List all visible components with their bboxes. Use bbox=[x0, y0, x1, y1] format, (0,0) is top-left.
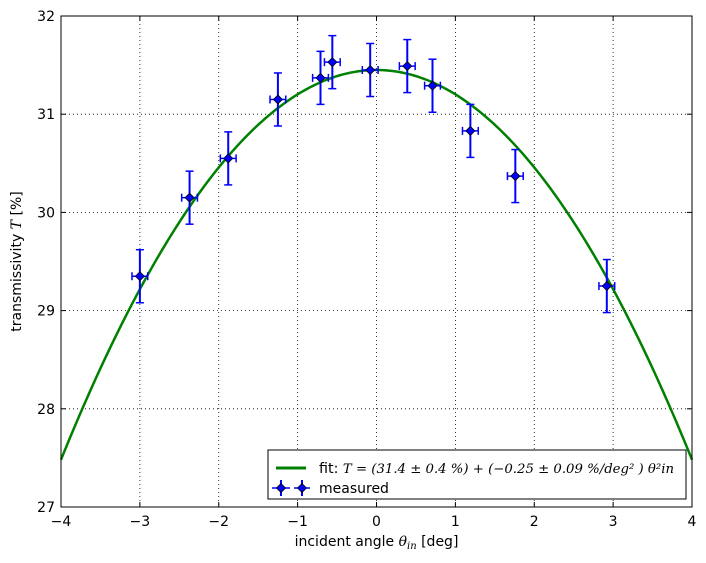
x-tick-label: −3 bbox=[130, 514, 151, 530]
y-tick-label: 32 bbox=[37, 9, 55, 25]
legend-fit-label: fit: T = (31.4 ± 0.4 %) + (−0.25 ± 0.09 … bbox=[319, 461, 674, 477]
x-tick-label: −1 bbox=[287, 514, 308, 530]
data-point-marker bbox=[272, 94, 283, 105]
data-point-marker bbox=[427, 80, 438, 91]
data-point-marker bbox=[223, 153, 234, 164]
x-tick-label: 2 bbox=[530, 514, 539, 530]
legend-measured-label: measured bbox=[319, 481, 389, 497]
y-tick-label: 28 bbox=[37, 402, 55, 418]
data-point-marker bbox=[327, 57, 338, 68]
y-tick-label: 31 bbox=[37, 107, 55, 123]
measured-point bbox=[506, 148, 524, 204]
x-tick-label: 1 bbox=[451, 514, 460, 530]
legend-box bbox=[267, 449, 687, 500]
legend-marker bbox=[296, 482, 308, 494]
measured-point bbox=[323, 34, 341, 90]
measured-point bbox=[423, 58, 442, 113]
x-tick-label: 3 bbox=[609, 514, 618, 530]
y-tick-label: 27 bbox=[37, 500, 55, 516]
measured-point bbox=[461, 103, 479, 159]
tick-labels: −4 −3 −2 −1 0 1 2 3 4 27 28 29 30 31 32 bbox=[37, 9, 696, 530]
measured-point bbox=[131, 248, 149, 304]
x-tick-label: −2 bbox=[208, 514, 229, 530]
legend-marker bbox=[275, 482, 287, 494]
measured-point bbox=[598, 258, 616, 314]
y-tick-label: 29 bbox=[37, 304, 55, 320]
data-point-marker bbox=[184, 192, 195, 203]
x-tick-label: 0 bbox=[372, 514, 381, 530]
x-axis-label: incident angle θin [deg] bbox=[295, 534, 459, 552]
data-point-marker bbox=[402, 61, 413, 72]
measured-point bbox=[219, 131, 237, 186]
data-point-marker bbox=[365, 64, 376, 76]
data-point-marker bbox=[315, 72, 326, 83]
data-point-marker bbox=[134, 271, 145, 282]
ticks bbox=[60, 15, 693, 508]
measured-point bbox=[311, 50, 330, 106]
legend-measured-swatch bbox=[272, 480, 310, 496]
measured-point bbox=[180, 170, 199, 225]
legend: fit: T = (31.4 ± 0.4 %) + (−0.25 ± 0.09 … bbox=[267, 449, 687, 500]
y-axis-label: transmissivity T [%] bbox=[9, 191, 25, 331]
measured-series bbox=[131, 34, 616, 314]
x-tick-label: 4 bbox=[688, 514, 697, 530]
y-tick-label: 30 bbox=[37, 205, 55, 221]
data-point-marker bbox=[510, 171, 521, 182]
x-tick-label: −4 bbox=[51, 514, 72, 530]
data-point-marker bbox=[601, 280, 612, 292]
measured-point bbox=[398, 38, 416, 94]
measured-point bbox=[269, 72, 287, 127]
measured-point bbox=[361, 42, 379, 98]
data-point-marker bbox=[465, 125, 476, 136]
